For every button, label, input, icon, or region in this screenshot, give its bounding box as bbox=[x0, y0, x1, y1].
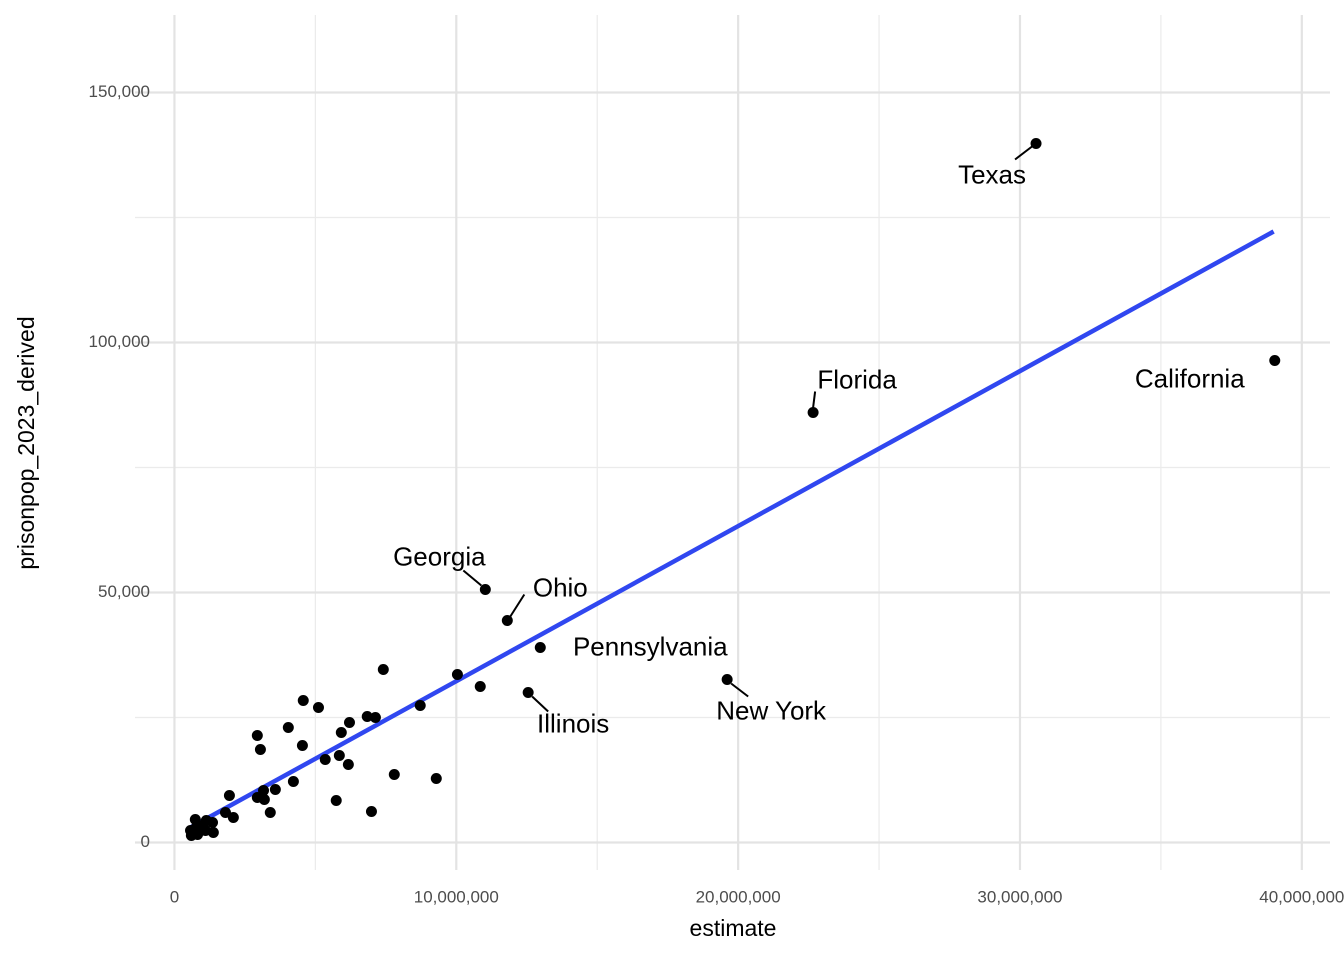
point bbox=[254, 744, 266, 755]
point bbox=[297, 695, 309, 706]
point-label: Ohio bbox=[533, 572, 588, 602]
point-label: Illinois bbox=[537, 708, 609, 738]
point bbox=[369, 712, 381, 723]
point-label: Pennsylvania bbox=[573, 631, 728, 661]
point bbox=[219, 807, 231, 818]
y-tick-label: 150,000 bbox=[89, 82, 150, 101]
point bbox=[807, 407, 819, 418]
point bbox=[1030, 138, 1042, 149]
point bbox=[187, 827, 199, 838]
point-label: California bbox=[1135, 363, 1245, 393]
point bbox=[1269, 355, 1281, 366]
x-tick-label: 20,000,000 bbox=[696, 887, 781, 906]
point bbox=[501, 615, 513, 626]
point bbox=[282, 722, 294, 733]
point bbox=[207, 817, 219, 828]
point bbox=[335, 727, 347, 738]
point bbox=[474, 681, 486, 692]
point bbox=[264, 807, 276, 818]
point bbox=[377, 664, 389, 675]
point bbox=[430, 773, 442, 784]
label-leader bbox=[462, 569, 482, 587]
y-tick-label: 0 bbox=[141, 832, 150, 851]
label-leader bbox=[730, 682, 749, 698]
point bbox=[330, 795, 342, 806]
x-tick-label: 0 bbox=[170, 887, 179, 906]
point bbox=[342, 759, 354, 770]
point bbox=[227, 812, 239, 823]
point bbox=[207, 827, 219, 838]
point bbox=[296, 740, 308, 751]
x-tick-label: 10,000,000 bbox=[414, 887, 499, 906]
point-label: Texas bbox=[958, 159, 1026, 189]
label-leader bbox=[1014, 145, 1033, 161]
point bbox=[361, 711, 373, 722]
point bbox=[388, 769, 400, 780]
point bbox=[251, 730, 263, 741]
point bbox=[451, 669, 463, 680]
label-leader bbox=[509, 593, 526, 618]
y-tick-label: 100,000 bbox=[89, 332, 150, 351]
point bbox=[258, 794, 270, 805]
point bbox=[223, 790, 235, 801]
y-tick-label: 50,000 bbox=[98, 582, 150, 601]
point bbox=[522, 687, 534, 698]
y-axis-title: prisonpop_2023_derived bbox=[13, 316, 39, 569]
point bbox=[721, 674, 733, 685]
point bbox=[479, 584, 491, 595]
point bbox=[312, 702, 324, 713]
point bbox=[287, 776, 299, 787]
point-label: New York bbox=[716, 695, 827, 725]
x-tick-label: 40,000,000 bbox=[1259, 887, 1344, 906]
point bbox=[269, 784, 281, 795]
point bbox=[534, 642, 546, 653]
point-label: Florida bbox=[817, 364, 897, 394]
point-label: Georgia bbox=[393, 541, 486, 571]
point bbox=[319, 754, 331, 765]
label-leader bbox=[812, 391, 817, 408]
point bbox=[365, 806, 377, 817]
point bbox=[333, 750, 345, 761]
point bbox=[414, 700, 426, 711]
trend-line bbox=[187, 229, 1275, 831]
x-axis-title: estimate bbox=[690, 915, 777, 941]
x-tick-label: 30,000,000 bbox=[977, 887, 1062, 906]
point bbox=[343, 717, 355, 728]
label-leader bbox=[531, 695, 549, 713]
